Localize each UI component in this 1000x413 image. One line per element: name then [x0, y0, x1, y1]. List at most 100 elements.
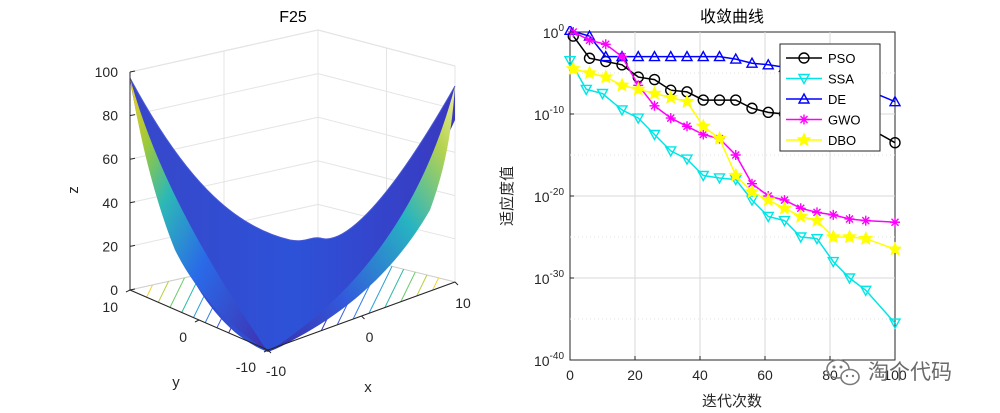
data-point [778, 215, 791, 228]
convergence-x-label: 迭代次数 [702, 392, 762, 410]
floor-contour-line [384, 269, 405, 308]
wechat-icon [826, 359, 860, 386]
y-axis-ticks: 100 10-10 10-20 10-30 10-40 [534, 23, 574, 369]
convergence-y-label: 适应度值 [498, 166, 516, 226]
legend-marker [798, 52, 810, 64]
floor-contour-line [432, 277, 440, 291]
legend-label: SSA [828, 72, 854, 87]
x-tick-label: 20 [627, 367, 643, 383]
data-point [596, 88, 609, 100]
data-point [695, 118, 711, 133]
y-tick-label: 10-30 [534, 269, 564, 287]
data-point [762, 58, 775, 70]
convergence-title: 收敛曲线 [700, 7, 764, 26]
data-point [844, 213, 855, 224]
y-tick-label: -10 [236, 359, 256, 375]
data-point [697, 50, 710, 62]
data-point [887, 241, 901, 256]
data-point [614, 77, 630, 92]
data-point [730, 94, 742, 106]
data-point [630, 81, 646, 96]
data-point [793, 208, 809, 223]
data-point [827, 256, 840, 269]
data-point [859, 285, 872, 297]
legend-marker [796, 132, 812, 147]
data-point [860, 215, 871, 226]
x-tick-mark [454, 281, 459, 286]
y-axis-ticks: 10 0 -10 [102, 289, 269, 375]
data-point [828, 209, 839, 220]
z-axis-ticks: 0 20 40 60 80 100 [95, 64, 136, 298]
data-point [858, 230, 874, 246]
data-point [648, 129, 661, 141]
data-point [779, 195, 790, 206]
floor-contour-line [368, 266, 393, 314]
legend-box [779, 43, 881, 152]
y-tick-label: 100 [543, 23, 565, 41]
data-point [648, 73, 661, 86]
series-dbo [565, 61, 901, 256]
legend-entry-gwo: GWO [786, 113, 861, 128]
data-point [730, 150, 741, 160]
data-point [810, 233, 824, 246]
legend-label: GWO [828, 113, 861, 128]
surface-mesh [129, 77, 456, 352]
data-point [713, 94, 726, 106]
data-point [584, 35, 595, 46]
data-point [729, 52, 742, 64]
legend-label: DE [828, 92, 846, 107]
legend-entry-ssa: SSA [786, 72, 854, 87]
series-ssa [564, 56, 901, 330]
data-point [680, 50, 694, 62]
data-point [632, 50, 645, 62]
y-tick-mark [263, 349, 269, 353]
data-point [582, 65, 597, 80]
y-axis-label: y [172, 374, 180, 391]
legend-marker [797, 73, 811, 85]
data-point [825, 229, 841, 244]
z-tick-mark [129, 114, 136, 117]
y-tick-label: 0 [179, 329, 187, 345]
data-point [600, 39, 611, 50]
data-point [617, 51, 627, 62]
data-point [795, 203, 806, 214]
data-point [746, 102, 758, 114]
x-tick-mark [267, 349, 272, 354]
data-point [565, 61, 581, 76]
data-point [713, 173, 726, 185]
data-point [663, 89, 679, 105]
legend-marker [799, 114, 809, 125]
data-point [615, 105, 629, 117]
floor-contour-line [416, 274, 428, 297]
watermark-text: 淘个代码 [868, 360, 952, 384]
z-tick-mark [129, 288, 136, 291]
data-point [728, 167, 744, 182]
z-tick-label: 20 [102, 238, 118, 254]
data-point [698, 129, 709, 140]
x-tick-mark [361, 315, 365, 320]
data-point [664, 50, 677, 62]
data-point [745, 56, 759, 68]
data-point [762, 211, 775, 223]
x-tick-label: -10 [266, 363, 286, 379]
data-point [888, 318, 901, 330]
data-point [745, 195, 759, 207]
surface-rim [129, 77, 456, 242]
x-axis-label: x [364, 379, 372, 396]
legend-marker [797, 92, 811, 104]
x-tick-label: 0 [566, 367, 574, 383]
watermark: 淘个代码 [826, 359, 952, 386]
data-point [843, 273, 856, 285]
x-tick-label: 10 [455, 295, 471, 311]
z-tick-label: 40 [102, 195, 118, 211]
legend: PSO SSA DE GWO DBO [779, 43, 881, 152]
x-axis-ticks: 0 20 40 60 80 100 [566, 356, 907, 383]
data-point [664, 146, 677, 158]
x-axis-ticks: -10 0 10 [266, 281, 471, 379]
y-tick-label: 10-40 [534, 351, 564, 369]
data-point [598, 69, 614, 84]
legend-label: PSO [828, 51, 855, 66]
z-axis-label: z [65, 186, 82, 194]
